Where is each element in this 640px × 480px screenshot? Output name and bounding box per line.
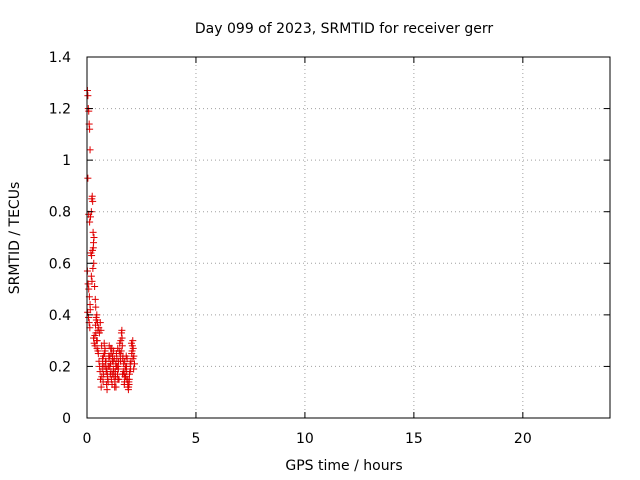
data-point xyxy=(121,357,129,365)
data-point xyxy=(131,360,139,368)
data-point xyxy=(86,213,94,221)
x-tick-label: 15 xyxy=(405,431,423,447)
x-tick-label: 0 xyxy=(83,431,92,447)
data-point xyxy=(115,375,123,383)
data-point xyxy=(103,370,111,378)
data-point xyxy=(88,252,96,260)
data-point xyxy=(116,352,124,360)
y-tick-labels: 0 0.2 0.4 0.6 0.8 1 1.2 1.4 xyxy=(49,50,71,427)
data-point xyxy=(97,326,105,334)
data-point xyxy=(102,362,110,370)
y-tick-label: 0.8 xyxy=(49,205,71,221)
plot-frame xyxy=(86,56,611,419)
data-point xyxy=(129,355,137,363)
y-tick-label: 1 xyxy=(62,153,71,169)
data-point xyxy=(125,380,133,388)
grid-lines xyxy=(87,57,610,418)
data-point xyxy=(123,375,131,383)
data-point xyxy=(107,344,115,352)
data-point xyxy=(119,370,127,378)
y-tick-label: 1.2 xyxy=(49,102,71,118)
data-point xyxy=(96,319,104,327)
data-point xyxy=(108,357,116,365)
data-point xyxy=(88,277,96,285)
data-point xyxy=(92,303,100,311)
data-point xyxy=(126,368,134,376)
y-tick-label: 0 xyxy=(62,411,71,427)
x-tick-label: 10 xyxy=(296,431,314,447)
data-point xyxy=(100,339,108,347)
data-point xyxy=(84,92,92,100)
data-point xyxy=(92,316,100,324)
data-point xyxy=(101,347,109,355)
data-point xyxy=(89,264,97,272)
data-point xyxy=(94,350,102,358)
data-point xyxy=(91,295,99,303)
data-point xyxy=(122,362,130,370)
x-axis-label: GPS time / hours xyxy=(285,458,402,474)
y-tick-label: 1.4 xyxy=(49,50,71,66)
data-point xyxy=(118,326,126,334)
data-point xyxy=(85,285,93,293)
data-point xyxy=(87,272,95,280)
data-point xyxy=(112,383,120,391)
y-tick-label: 0.2 xyxy=(49,359,71,375)
data-point xyxy=(118,334,126,342)
data-point xyxy=(110,368,118,376)
data-point xyxy=(90,234,98,241)
data-point xyxy=(89,244,97,252)
x-tick-label: 20 xyxy=(514,431,532,447)
data-point xyxy=(103,386,111,394)
data-point xyxy=(89,228,97,236)
x-tick-label: 5 xyxy=(191,431,200,447)
y-tick-label: 0.6 xyxy=(49,256,71,272)
data-point xyxy=(91,282,99,290)
data-point xyxy=(127,339,135,347)
data-point xyxy=(84,174,92,182)
data-point xyxy=(118,342,126,350)
data-point xyxy=(114,362,122,370)
data-points xyxy=(83,87,139,394)
data-point xyxy=(130,365,138,373)
data-point xyxy=(86,306,94,314)
data-point xyxy=(128,347,136,355)
y-tick-label: 0.4 xyxy=(49,308,71,324)
data-point xyxy=(84,280,92,288)
data-point xyxy=(117,347,125,355)
data-point xyxy=(93,337,101,345)
y-axis-label: SRMTID / TECUs xyxy=(7,182,23,295)
x-tick-labels: 0 5 10 15 20 xyxy=(83,431,532,447)
data-point xyxy=(97,383,105,391)
data-point xyxy=(89,197,97,205)
axis-ticks xyxy=(86,56,610,419)
data-point xyxy=(86,146,94,154)
chart-title: Day 099 of 2023, SRMTID for receiver ger… xyxy=(195,21,493,37)
